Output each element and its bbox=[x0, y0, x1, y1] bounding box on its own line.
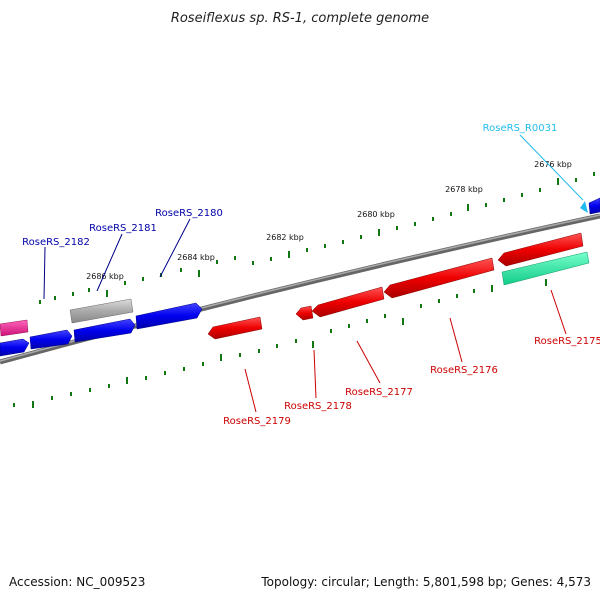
leader-2177 bbox=[356, 340, 381, 384]
inner-tick-track bbox=[13, 273, 547, 408]
gene-label-2181[interactable]: RoseRS_2181 bbox=[89, 223, 157, 234]
accession-text: Accession: NC_009523 bbox=[9, 575, 145, 589]
gene-label-2182[interactable]: RoseRS_2182 bbox=[22, 237, 90, 248]
gene-rosers-2176[interactable] bbox=[383, 257, 495, 299]
leader-2181 bbox=[96, 233, 123, 292]
gene-blue-partial-right[interactable] bbox=[588, 197, 600, 215]
gene-label-2179[interactable]: RoseRS_2179 bbox=[223, 416, 291, 427]
leader-2180 bbox=[159, 218, 191, 278]
gene-pseudo-gray[interactable] bbox=[69, 298, 134, 324]
kbp-label-2682: 2682 kbp bbox=[266, 233, 304, 242]
map-title: Roseiflexus sp. RS-1, complete genome bbox=[171, 11, 429, 26]
gene-label-rna-r0031[interactable]: RoseRS_R0031 bbox=[483, 123, 558, 134]
gene-pink-partial[interactable] bbox=[0, 319, 29, 337]
gene-rosers-2177[interactable] bbox=[311, 286, 385, 318]
gene-rosers-2175[interactable] bbox=[501, 251, 590, 286]
leader-2182 bbox=[43, 246, 46, 300]
kbp-label-2678: 2678 kbp bbox=[445, 185, 483, 194]
outer-tick-track bbox=[39, 172, 595, 304]
kbp-label-2680: 2680 kbp bbox=[357, 210, 395, 219]
gene-rosers-2181-arrow[interactable] bbox=[29, 329, 73, 350]
kbp-label-2686: 2686 kbp bbox=[86, 272, 124, 281]
gene-rosers-2179[interactable] bbox=[207, 316, 263, 340]
leader-rna bbox=[519, 134, 584, 201]
leader-lines bbox=[43, 134, 584, 413]
leader-2175 bbox=[550, 289, 567, 335]
gene-label-2178[interactable]: RoseRS_2178 bbox=[284, 401, 352, 412]
gene-rosers-2182[interactable] bbox=[0, 338, 30, 357]
gene-rosers-2181[interactable] bbox=[73, 318, 136, 343]
leader-2176 bbox=[449, 317, 463, 363]
gene-label-2175[interactable]: RoseRS_2175 bbox=[534, 336, 600, 347]
genome-summary-text: Topology: circular; Length: 5,801,598 bp… bbox=[260, 575, 591, 589]
gene-rosers-2178[interactable] bbox=[295, 305, 314, 321]
gene-rosers-2180[interactable] bbox=[135, 302, 203, 330]
leader-2178 bbox=[313, 349, 317, 399]
gene-label-2180[interactable]: RoseRS_2180 bbox=[155, 208, 223, 219]
kbp-label-2676: 2676 kbp bbox=[534, 160, 572, 169]
gene-label-2176[interactable]: RoseRS_2176 bbox=[430, 365, 498, 376]
gene-label-2177[interactable]: RoseRS_2177 bbox=[345, 387, 413, 398]
leader-2179 bbox=[244, 368, 257, 413]
kbp-label-2684: 2684 kbp bbox=[177, 253, 215, 262]
gene-red-upper-right[interactable] bbox=[497, 232, 584, 267]
gene-rna-r0031[interactable] bbox=[580, 201, 588, 213]
